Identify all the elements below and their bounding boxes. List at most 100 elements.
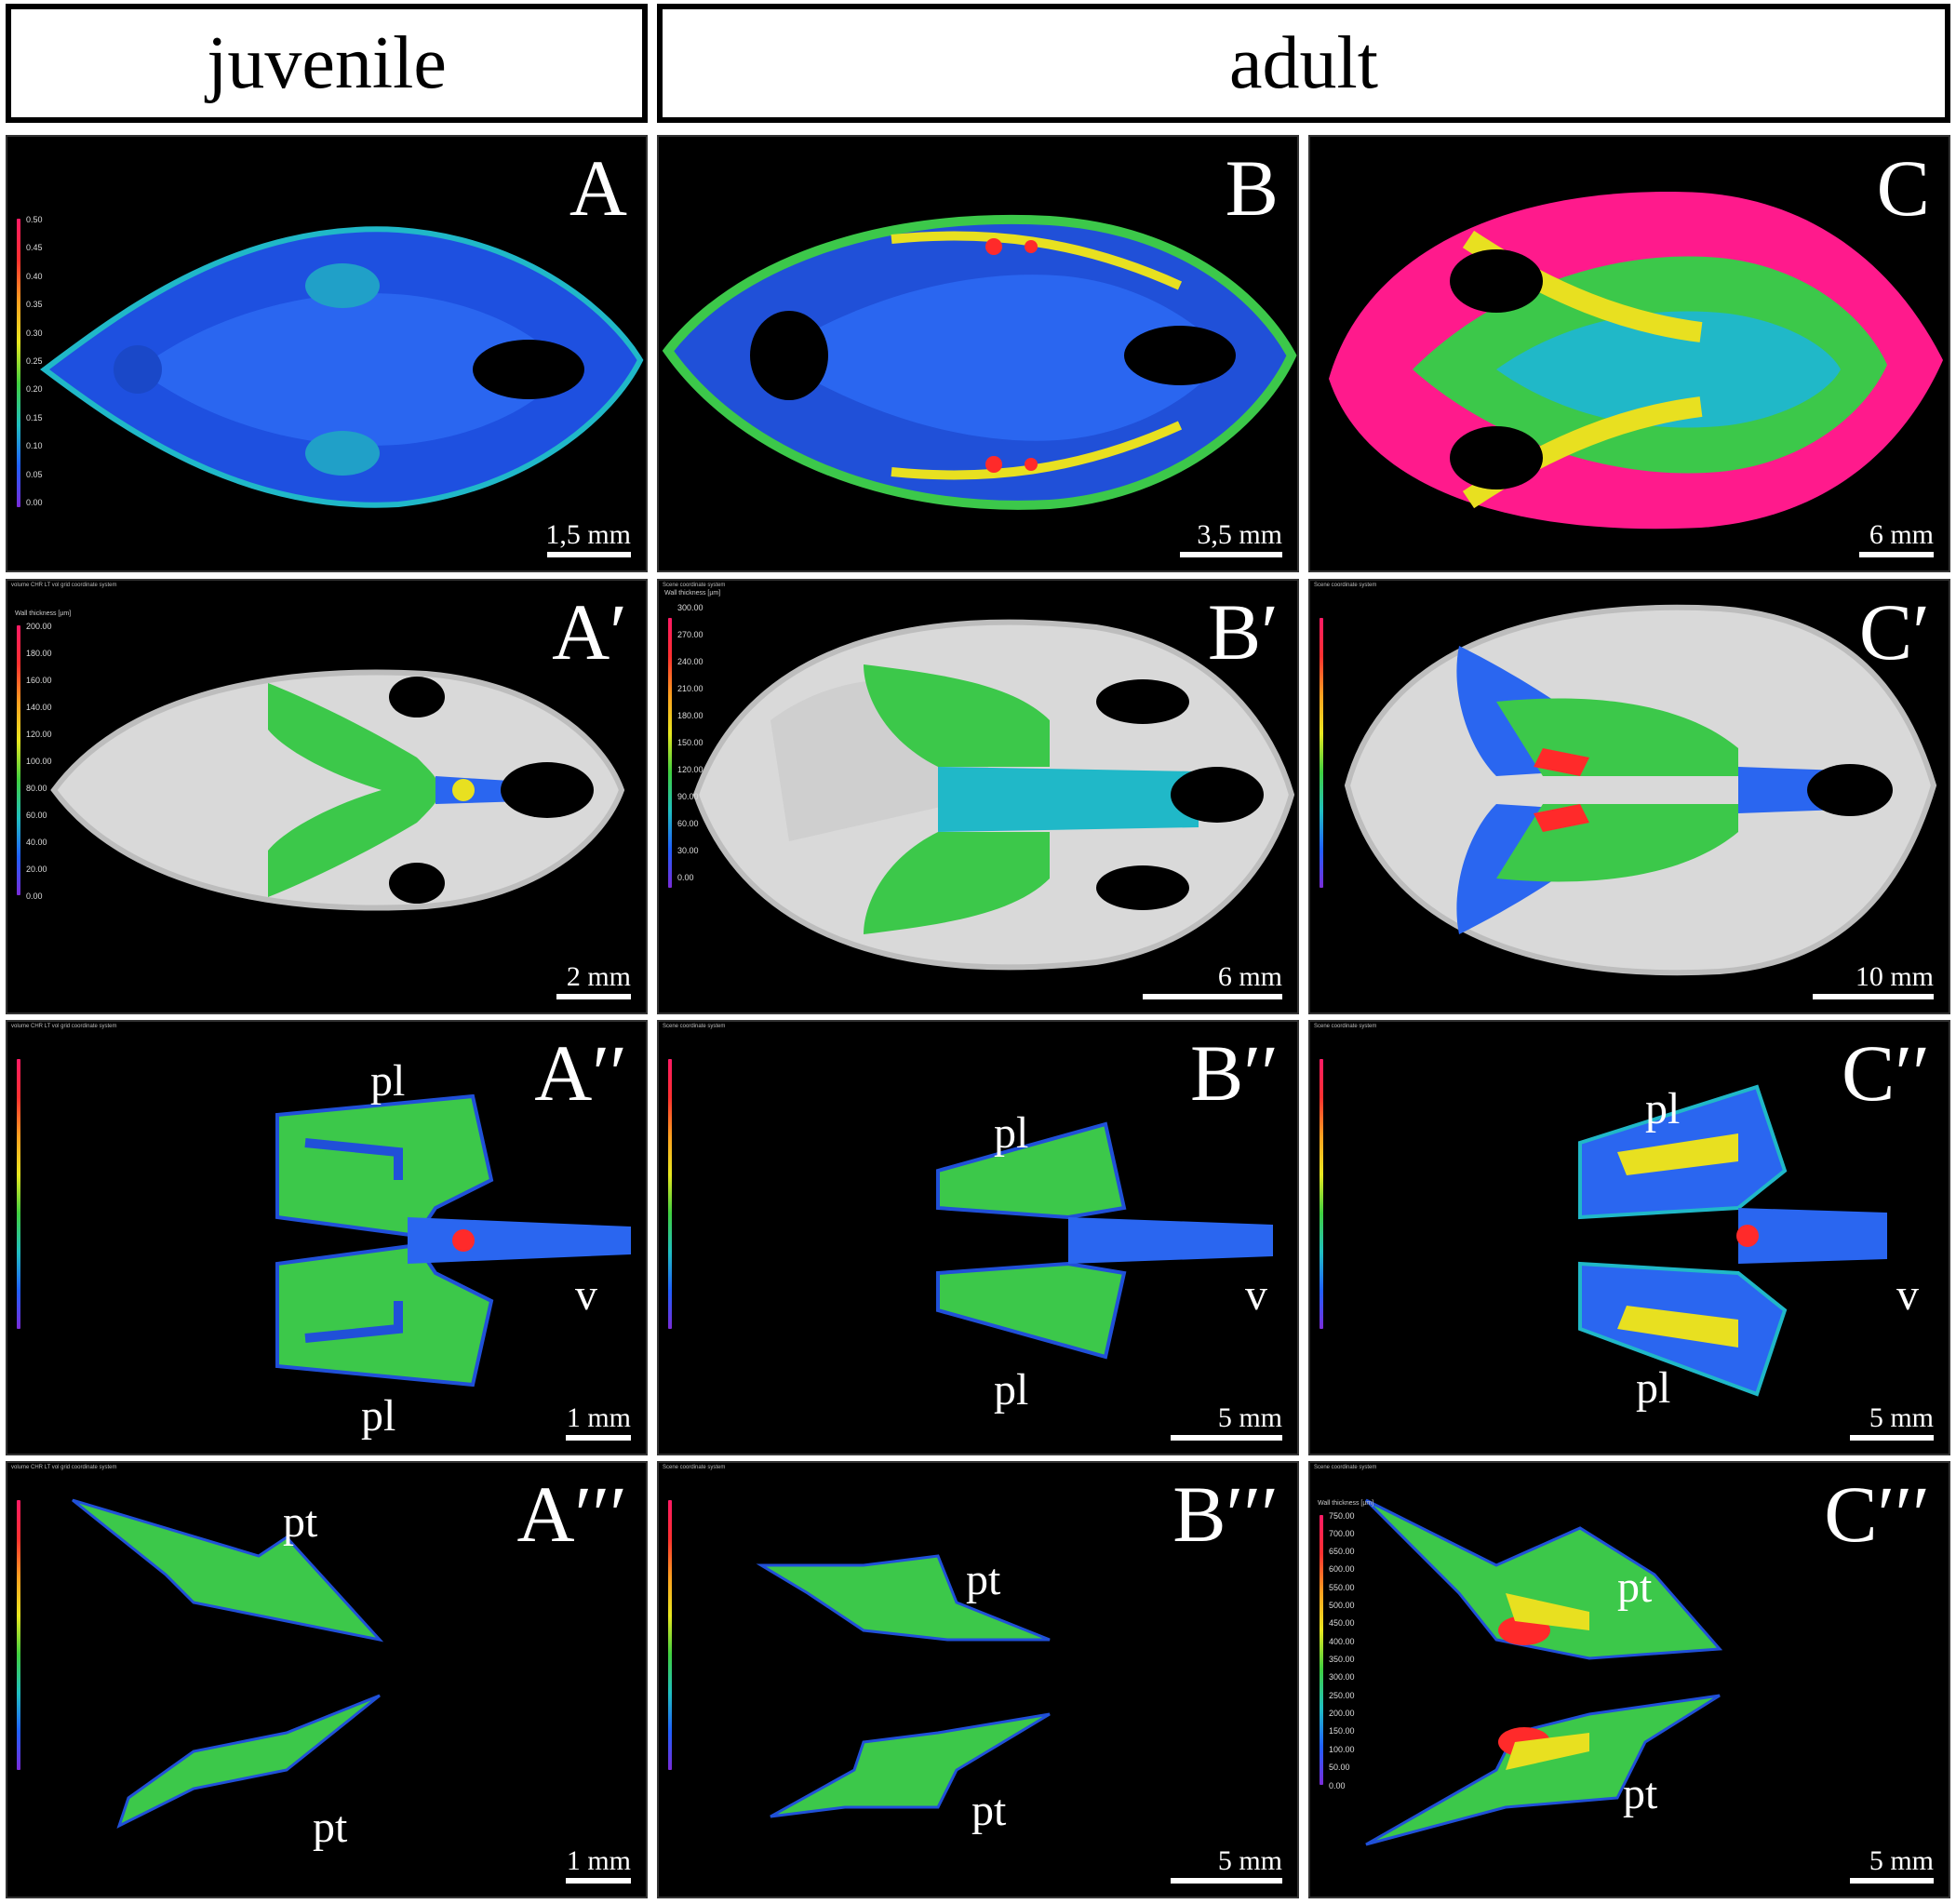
annotation-pl-bottom: pl — [361, 1391, 396, 1441]
palatine-vomer-C — [1578, 1084, 1887, 1397]
tick: 160.00 — [26, 676, 52, 685]
tick: 90.00 — [677, 792, 699, 801]
scale-text: 6 mm — [1869, 519, 1934, 550]
coordinate-system-text: volume CHR LT vol grid coordinate system — [11, 583, 117, 588]
tick: 550.00 — [1329, 1583, 1355, 1592]
tick: 0.15 — [26, 413, 43, 422]
tick: 500.00 — [1329, 1601, 1355, 1610]
skull-heatmap-B — [662, 214, 1297, 510]
skull-heatmap-A — [39, 226, 644, 508]
tick: 150.00 — [677, 738, 703, 747]
panel-C-triple-prime: Scene coordinate system Wall thickness [… — [1308, 1461, 1950, 1898]
tick: 180.00 — [26, 649, 52, 658]
tick: 400.00 — [1329, 1637, 1355, 1646]
scale-line — [1180, 552, 1282, 557]
tick: 60.00 — [677, 819, 699, 828]
tick: 0.35 — [26, 300, 43, 309]
panel-label: A — [569, 143, 627, 233]
legend-title: Wall thickness [µm] — [15, 610, 72, 617]
scale-bar: 1 mm — [566, 1847, 631, 1884]
header-adult: adult — [657, 4, 1950, 123]
scale-line — [1850, 1435, 1934, 1441]
tick: 200.00 — [26, 622, 52, 631]
tick: 270.00 — [677, 630, 703, 639]
panel-label: B — [1225, 143, 1279, 233]
tick: 240.00 — [677, 657, 703, 666]
tick: 100.00 — [1329, 1745, 1355, 1754]
thickness-legend-B-ticks: Wall thickness [µm] 300.00 270.00 240.00… — [664, 590, 720, 895]
colorbar — [668, 1500, 672, 1770]
coordinate-system-text: Scene coordinate system — [663, 583, 726, 588]
tick: 60.00 — [26, 811, 47, 820]
thickness-legend-B3 — [666, 1500, 722, 1779]
tick: 0.00 — [677, 873, 694, 882]
panel-C-prime: Scene coordinate system C′ 10 mm — [1308, 579, 1950, 1014]
panel-A-double-prime: volume CHR LT vol grid coordinate system… — [6, 1020, 648, 1455]
tick: 0.45 — [26, 243, 43, 252]
thickness-legend-A: Wall thickness [µm] 200.00 180.00 160.00… — [15, 610, 72, 901]
coordinate-system-text: Scene coordinate system — [1314, 583, 1377, 588]
palatine-vomer-A — [275, 1093, 631, 1388]
coordinate-system-text: volume CHR LT vol grid coordinate system — [11, 1024, 117, 1029]
scale-bar: 2 mm — [556, 963, 631, 999]
annotation-pl-bottom: pl — [1636, 1363, 1671, 1413]
thickness-legend-B2 — [666, 1059, 722, 1338]
panel-B: B 3,5 mm — [657, 135, 1299, 572]
scale-text: 1 mm — [566, 1402, 631, 1433]
panel-A: 0.50 0.45 0.40 0.35 0.30 0.25 0.20 0.15 … — [6, 135, 648, 572]
thickness-legend-C — [1318, 618, 1373, 897]
panel-A-triple-prime: volume CHR LT vol grid coordinate system… — [6, 1461, 648, 1898]
tick: 150.00 — [1329, 1726, 1355, 1736]
panel-B-prime: Scene coordinate system B′ 6 mm — [657, 579, 1299, 1014]
annotation-pt-bottom: pt — [971, 1786, 1007, 1835]
scale-text: 5 mm — [1869, 1845, 1934, 1876]
annotation-pl-top: pl — [1645, 1084, 1681, 1133]
tick: 300.00 — [677, 603, 703, 612]
tick: 0.30 — [26, 329, 43, 338]
skull-thickness-B-prime — [692, 619, 1295, 971]
annotation-pt-bottom: pt — [313, 1803, 348, 1852]
pterygoid-C — [1364, 1498, 1723, 1846]
tick: 300.00 — [1329, 1672, 1355, 1682]
scale-bar: 3,5 mm — [1180, 521, 1282, 557]
scale-line — [1859, 552, 1934, 557]
scale-text: 5 mm — [1217, 1402, 1282, 1433]
skull-heatmap-C — [1329, 192, 1943, 530]
tick: 0.40 — [26, 272, 43, 281]
panel-label: B′′ — [1190, 1028, 1279, 1118]
scale-text: 5 mm — [1217, 1845, 1282, 1876]
scale-bar: 10 mm — [1813, 963, 1934, 999]
colorbar — [17, 219, 20, 507]
coordinate-system-text: Scene coordinate system — [1314, 1024, 1377, 1029]
scale-text: 5 mm — [1869, 1402, 1934, 1433]
thickness-legend-A2 — [15, 1059, 71, 1338]
panel-B-double-prime: Scene coordinate system pl pl v B′′ 5 mm — [657, 1020, 1299, 1455]
scale-text: 10 mm — [1855, 961, 1934, 992]
tick: 210.00 — [677, 684, 703, 693]
scale-line — [1850, 1878, 1934, 1884]
tick: 80.00 — [26, 784, 47, 793]
tick: 50.00 — [1329, 1763, 1350, 1772]
tick: 600.00 — [1329, 1564, 1355, 1574]
scale-text: 2 mm — [566, 961, 631, 992]
header-adult-text: adult — [1229, 22, 1378, 104]
scale-line — [1171, 1878, 1282, 1884]
annotation-pt-top: pt — [966, 1555, 1001, 1604]
tick: 180.00 — [677, 711, 703, 720]
legend-title: Wall thickness [µm] — [664, 590, 721, 597]
colorbar — [1320, 1059, 1323, 1329]
scale-line — [1171, 1435, 1282, 1441]
tick: 120.00 — [26, 730, 52, 739]
tick: 20.00 — [26, 865, 47, 874]
scale-text: 3,5 mm — [1197, 519, 1282, 550]
palatine-vomer-B — [936, 1121, 1273, 1360]
tick: 450.00 — [1329, 1618, 1355, 1628]
tick: 40.00 — [26, 838, 47, 847]
panel-label: C — [1876, 143, 1930, 233]
tick: 0.20 — [26, 384, 43, 394]
tick: 140.00 — [26, 703, 52, 712]
tick: 350.00 — [1329, 1655, 1355, 1664]
tick: 120.00 — [677, 765, 703, 774]
scale-line — [556, 994, 631, 999]
tick: 750.00 — [1329, 1511, 1355, 1521]
